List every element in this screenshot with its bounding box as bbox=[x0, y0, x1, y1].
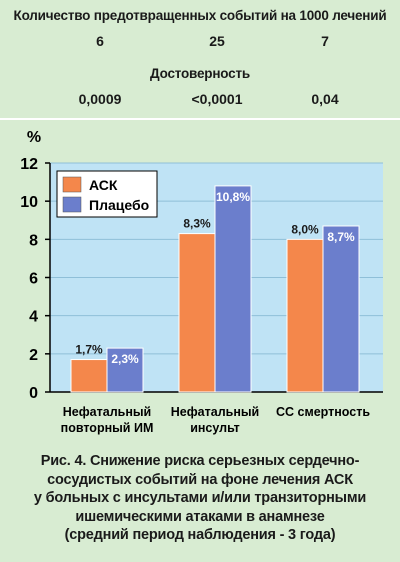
y-tick-label: 4 bbox=[29, 309, 38, 326]
caption-line-2: сосудистых событий на фоне лечения АСК bbox=[47, 471, 353, 488]
bar bbox=[214, 185, 252, 393]
significance-title: Достоверность bbox=[150, 66, 250, 81]
category-label: инсульт bbox=[190, 421, 240, 435]
bar bbox=[178, 233, 216, 393]
bar bbox=[286, 238, 324, 393]
category-label: повторный ИМ bbox=[61, 421, 154, 435]
data-label: 8,3% bbox=[183, 217, 211, 231]
bar bbox=[322, 225, 360, 393]
data-label: 1,7% bbox=[75, 343, 103, 357]
data-label: 10,8% bbox=[216, 190, 250, 204]
category-label: Нефатальный bbox=[171, 405, 259, 419]
data-label: 2,3% bbox=[111, 352, 139, 366]
bar bbox=[106, 347, 144, 393]
caption-line-4: ишемическими атаками в анамнезе bbox=[75, 508, 325, 525]
legend-swatch bbox=[62, 196, 82, 213]
prevented-value-1: 6 bbox=[96, 33, 104, 49]
significance-value-2: <0,0001 bbox=[191, 91, 243, 107]
caption-line-1: Рис. 4. Снижение риска серьезных сердечн… bbox=[40, 453, 360, 469]
legend-label: АСК bbox=[89, 177, 118, 193]
y-tick-label: 10 bbox=[20, 194, 38, 211]
caption-line-3: у больных с инсультами и/или транзиторны… bbox=[33, 490, 367, 506]
bar bbox=[70, 359, 108, 393]
legend-label: Плацебо bbox=[89, 197, 149, 213]
y-tick-label: 0 bbox=[29, 385, 38, 402]
summary-panel: Количество предотвращенных событий на 10… bbox=[0, 0, 400, 118]
panel-divider bbox=[0, 118, 400, 120]
y-tick-label: 8 bbox=[29, 232, 38, 249]
caption-line-5: (средний период наблюдения - 3 года) bbox=[64, 527, 336, 543]
y-axis-label: % bbox=[27, 129, 41, 146]
prevented-value-3: 7 bbox=[321, 33, 329, 49]
category-label: Нефатальный bbox=[63, 405, 151, 419]
significance-value-3: 0,04 bbox=[311, 91, 339, 107]
y-tick-label: 2 bbox=[29, 347, 38, 364]
data-label: 8,7% bbox=[327, 230, 355, 244]
prevented-events-title: Количество предотвращенных событий на 10… bbox=[13, 8, 387, 23]
y-tick-label: 6 bbox=[29, 271, 38, 288]
figure-caption: Рис. 4. Снижение риска серьезных сердечн… bbox=[0, 452, 400, 545]
legend-swatch bbox=[62, 176, 82, 193]
data-label: 8,0% bbox=[291, 222, 319, 236]
prevented-value-2: 25 bbox=[209, 33, 225, 49]
category-label: СС смертность bbox=[276, 405, 370, 419]
prevented-events-values: 6 25 7 bbox=[0, 33, 400, 51]
significance-value-1: 0,0009 bbox=[78, 91, 122, 107]
significance-values: 0,0009 <0,0001 0,04 bbox=[0, 91, 400, 109]
bar-chart: 0 2 4 6 8 10 12% 1,7% 8,3% 8,0% 2,3% 10,8% 8,7% Нефат… bbox=[20, 129, 383, 435]
y-tick-label: 12 bbox=[20, 156, 38, 173]
